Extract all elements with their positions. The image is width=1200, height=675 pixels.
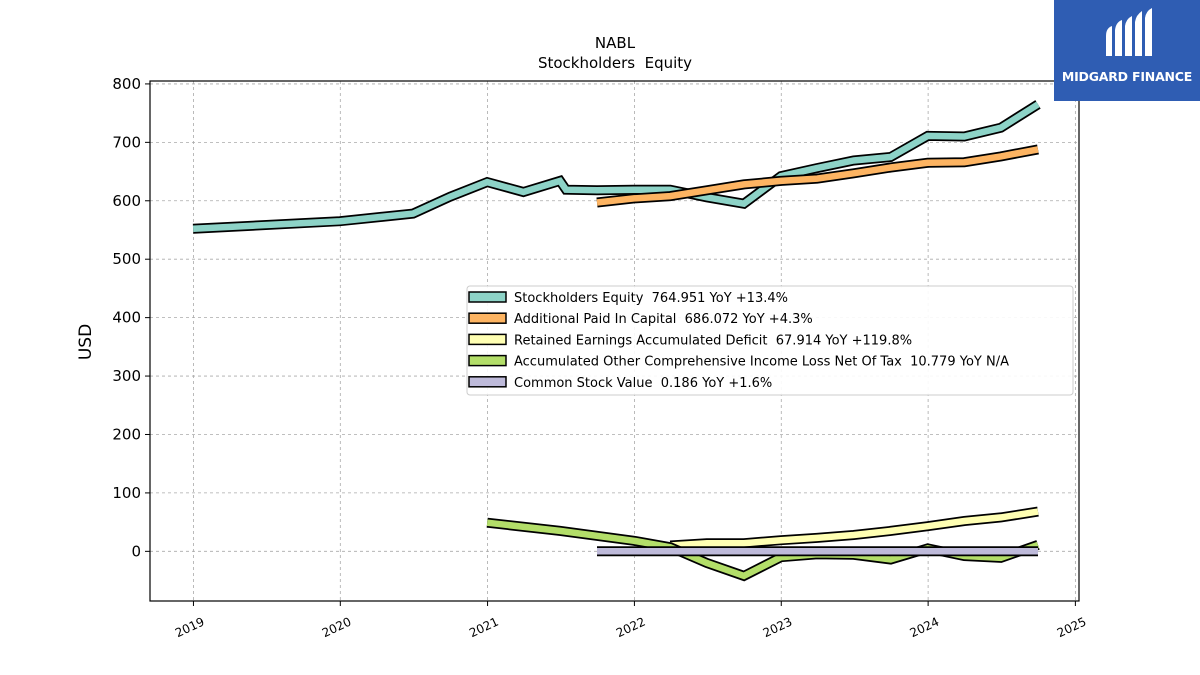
plot-frame [149,80,1080,602]
legend-label-retained-earnings-accumulated-deficit: Retained Earnings Accumulated Deficit 67… [514,333,912,348]
legend-swatch-accumulated-other-comprehensive-income-loss-net-of-tax [468,354,507,367]
legend-label-accumulated-other-comprehensive-income-loss-net-of-tax: Accumulated Other Comprehensive Income L… [514,355,1009,370]
legend-label-additional-paid-in-capital: Additional Paid In Capital 686.072 YoY +… [514,312,813,327]
legend-swatch-stockholders-equity [468,291,507,303]
y-tick-label: 700 [112,133,141,151]
series-line-retained-earnings-accumulated-deficit [669,508,1039,549]
chart-title: NABL [595,34,636,52]
y-tick-label: 800 [112,75,141,93]
x-tick-label: 2024 [908,615,942,641]
legend-swatch-common-stock-value [468,376,507,388]
series-line-additional-paid-in-capital [596,146,1039,206]
legend: Stockholders Equity 764.951 YoY +13.4% Ad… [466,285,1074,396]
y-axis-label: USD [76,324,96,360]
y-tick-label: 500 [112,250,141,268]
y-tick-label: 600 [112,192,141,210]
x-tick-label: 2019 [173,615,207,641]
midgard-finance-logo: MIDGARD FINANCE [1054,0,1200,101]
legend-label-stockholders-equity: Stockholders Equity 764.951 YoY +13.4% [514,291,788,306]
x-tick-label: 2025 [1055,615,1089,641]
legend-label-common-stock-value: Common Stock Value 0.186 YoY +1.6% [514,376,772,391]
x-tick-label: 2023 [761,615,795,641]
y-tick-label: 300 [112,367,141,385]
x-tick-label: 2020 [320,615,354,641]
legend-box [466,285,1074,396]
x-tick-label: 2022 [614,615,648,641]
y-tick-label: 400 [112,309,141,327]
legend-swatch-additional-paid-in-capital [468,312,507,324]
legend-swatch-retained-earnings-accumulated-deficit [468,333,507,346]
x-tick-label: 2021 [467,615,501,641]
series-line-stockholders-equity [192,101,1040,233]
y-tick-label: 100 [112,484,141,502]
series-lines [192,100,1041,582]
brand-name: MIDGARD FINANCE [1061,69,1193,84]
y-tick-label: 200 [112,425,141,443]
chart-subtitle: Stockholders Equity [538,54,692,72]
y-tick-label: 0 [131,542,141,560]
midgard-logo-icon [1106,8,1152,56]
